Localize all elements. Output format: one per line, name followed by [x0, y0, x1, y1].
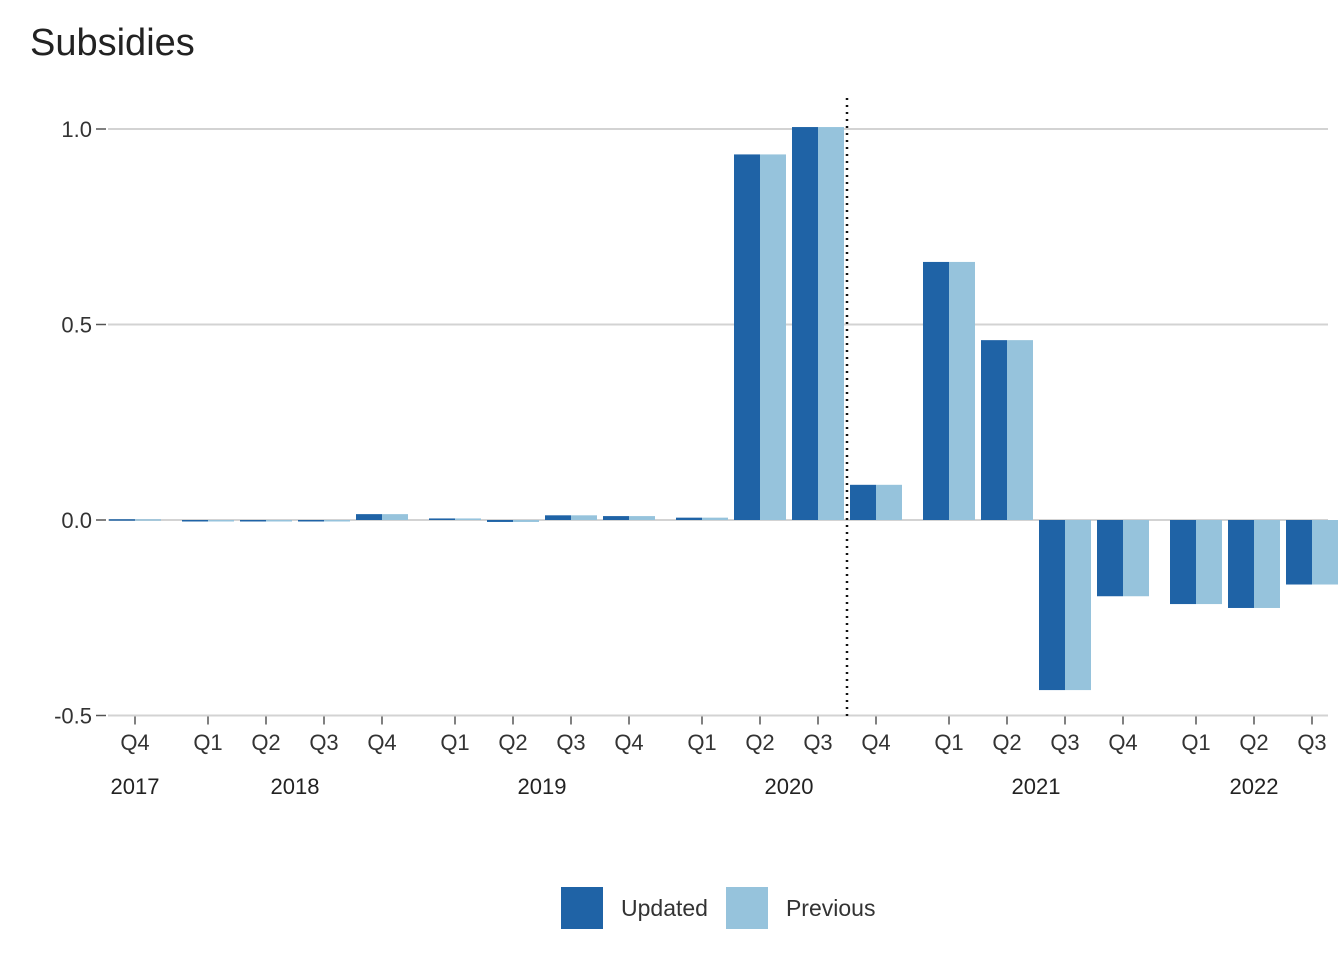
- y-tick-label: 1.0: [61, 117, 92, 142]
- bar-updated-2022-q1: [1170, 520, 1196, 605]
- bar-previous-2021-q1: [949, 261, 975, 520]
- bar-previous-2018-q2: [266, 520, 292, 522]
- x-tick-label-quarter: Q1: [687, 730, 716, 755]
- bar-updated-2021-q4: [1097, 520, 1123, 597]
- bar-updated-2022-q2: [1228, 520, 1254, 608]
- legend-swatch-previous: [725, 887, 768, 929]
- x-tick-label-quarter: Q1: [1181, 730, 1210, 755]
- legend: Updated Previous: [561, 887, 893, 929]
- bar-previous-2017-q4: [135, 519, 161, 521]
- x-tick-label-quarter: Q1: [440, 730, 469, 755]
- x-tick-label-quarter: Q2: [992, 730, 1021, 755]
- x-tick-label-quarter: Q2: [498, 730, 527, 755]
- x-tick-label-quarter: Q4: [120, 730, 149, 755]
- bar-previous-2019-q1: [455, 518, 481, 520]
- bar-updated-2021-q2: [981, 340, 1007, 520]
- bar-updated-2021-q1: [923, 261, 949, 520]
- bar-updated-2019-q2: [487, 520, 513, 522]
- x-tick-label-quarter: Q3: [1050, 730, 1079, 755]
- bar-updated-2018-q3: [298, 520, 324, 522]
- bar-updated-2020-q2: [734, 154, 760, 521]
- legend-item-updated: Updated: [561, 887, 708, 929]
- x-tick-label-quarter: Q2: [1239, 730, 1268, 755]
- x-year-label: 2022: [1230, 774, 1279, 799]
- bar-updated-2020-q1: [676, 517, 702, 520]
- x-year-label: 2017: [111, 774, 160, 799]
- bar-updated-2017-q4: [109, 519, 135, 521]
- bar-updated-2021-q3: [1039, 520, 1065, 691]
- bar-updated-2019-q4: [603, 516, 629, 520]
- bar-previous-2018-q1: [208, 520, 234, 522]
- bar-previous-2020-q2: [760, 154, 786, 521]
- bar-updated-2022-q3: [1286, 520, 1312, 585]
- x-tick-label-quarter: Q1: [934, 730, 963, 755]
- bar-previous-2020-q1: [702, 517, 728, 520]
- bar-previous-2019-q4: [629, 516, 655, 520]
- bar-previous-2018-q3: [324, 520, 350, 522]
- bar-previous-2020-q3: [818, 127, 844, 521]
- x-tick-label-quarter: Q3: [309, 730, 338, 755]
- bar-updated-2018-q4: [356, 514, 382, 520]
- x-tick-label-quarter: Q3: [556, 730, 585, 755]
- legend-item-previous: Previous: [725, 887, 876, 929]
- y-tick-label: 0.5: [61, 313, 92, 338]
- bar-previous-2021-q2: [1007, 340, 1033, 520]
- bar-previous-2020-q4: [876, 484, 902, 520]
- bar-previous-2021-q3: [1065, 520, 1091, 691]
- legend-label-previous: Previous: [785, 894, 876, 921]
- x-tick-label-quarter: Q4: [367, 730, 396, 755]
- bar-previous-2018-q4: [382, 514, 408, 520]
- bar-previous-2022-q1: [1196, 520, 1222, 605]
- bar-updated-2018-q2: [240, 520, 266, 522]
- y-tick-label: -0.5: [54, 704, 92, 729]
- x-tick-label-quarter: Q4: [614, 730, 643, 755]
- legend-swatch-updated: [561, 887, 603, 929]
- bar-previous-2022-q2: [1254, 520, 1280, 608]
- x-tick-label-quarter: Q2: [251, 730, 280, 755]
- x-tick-label-quarter: Q3: [803, 730, 832, 755]
- bar-previous-2019-q2: [513, 520, 539, 522]
- bar-updated-2019-q1: [429, 518, 455, 520]
- y-tick-label: 0.0: [61, 508, 92, 533]
- bar-updated-2018-q1: [182, 520, 208, 522]
- bar-updated-2020-q3: [792, 127, 818, 521]
- bar-previous-2021-q4: [1123, 520, 1149, 597]
- bar-previous-2019-q3: [571, 515, 597, 520]
- x-tick-label-quarter: Q3: [1297, 730, 1326, 755]
- bar-previous-2022-q3: [1312, 520, 1338, 585]
- bar-updated-2020-q4: [850, 484, 876, 520]
- x-year-label: 2021: [1012, 774, 1061, 799]
- bar-updated-2019-q3: [545, 515, 571, 520]
- x-year-label: 2019: [518, 774, 567, 799]
- plot-area: -0.5 0.0 0.5 1.0 Q4 Q1 Q2 Q3 Q4 Q1 Q2 Q3 Q4 Q1 Q2 Q3 Q4 Q…: [54, 98, 1338, 799]
- x-tick-label-quarter: Q2: [745, 730, 774, 755]
- x-year-label: 2020: [765, 774, 814, 799]
- chart-title: Subsidies: [30, 22, 195, 64]
- x-tick-label-quarter: Q1: [193, 730, 222, 755]
- x-year-label: 2018: [271, 774, 320, 799]
- x-tick-label-quarter: Q4: [861, 730, 890, 755]
- x-tick-label-quarter: Q4: [1108, 730, 1137, 755]
- legend-label-updated: Updated: [621, 894, 708, 921]
